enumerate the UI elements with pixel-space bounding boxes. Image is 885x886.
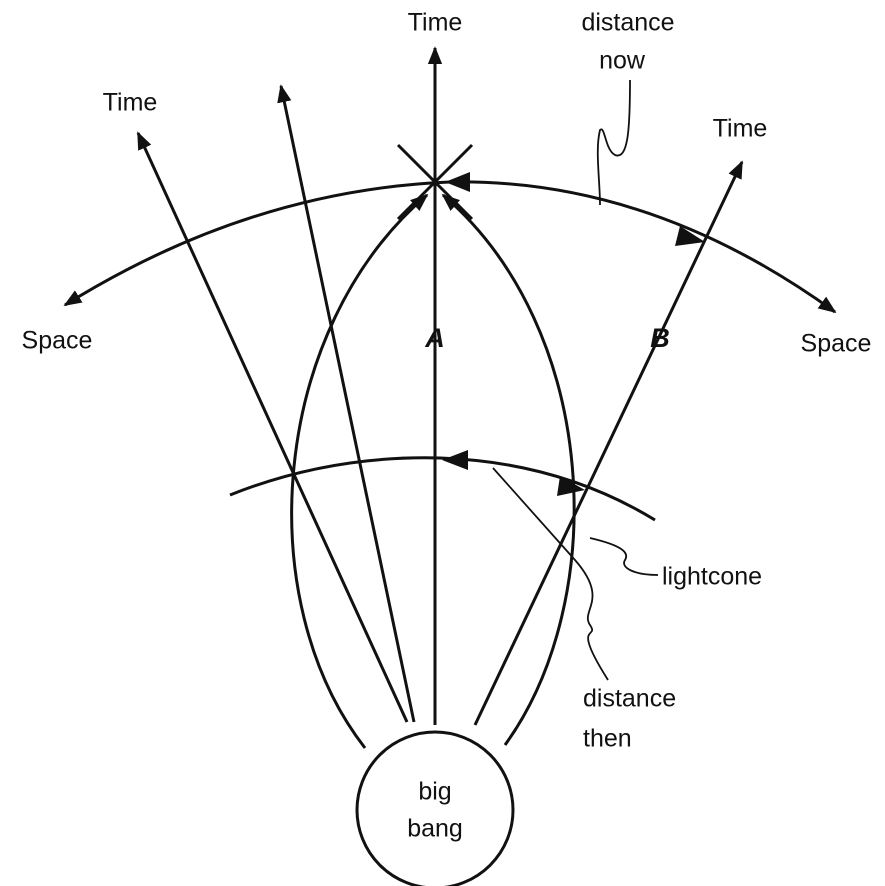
label-time: Time — [713, 115, 768, 143]
label-a: A — [424, 323, 445, 353]
arrowhead — [675, 226, 705, 246]
worldline-mid-left — [277, 84, 416, 723]
label-space: Space — [801, 330, 872, 358]
lightcone-left — [290, 193, 429, 749]
label-distance-then: then — [583, 725, 632, 753]
worldline-b — [473, 160, 744, 726]
space-arc-now-right — [449, 180, 837, 314]
space-arc-then — [229, 456, 656, 522]
leader-lightcone — [589, 537, 659, 576]
lightcone-right — [441, 193, 576, 746]
arrowhead — [445, 172, 470, 192]
label-space: Space — [22, 327, 93, 355]
label-lightcone: lightcone — [662, 563, 762, 591]
leader-distance-then — [492, 467, 609, 681]
label-time: Time — [103, 89, 158, 117]
label-distance-then: distance — [583, 685, 676, 713]
label-b: B — [650, 323, 670, 353]
label-distance-now: distance — [581, 9, 674, 37]
arrowhead — [557, 476, 585, 496]
worldline-left — [136, 131, 409, 723]
label-time: Time — [408, 9, 463, 37]
space-arc-now-left — [63, 180, 451, 307]
label-big-bang: bang — [407, 815, 463, 843]
leader-distance-now — [596, 79, 631, 206]
label-distance-now: now — [599, 47, 646, 75]
big-bang-circle — [355, 730, 515, 886]
cross — [396, 143, 474, 221]
arrowhead — [442, 450, 468, 470]
label-big-bang: big — [418, 778, 451, 806]
